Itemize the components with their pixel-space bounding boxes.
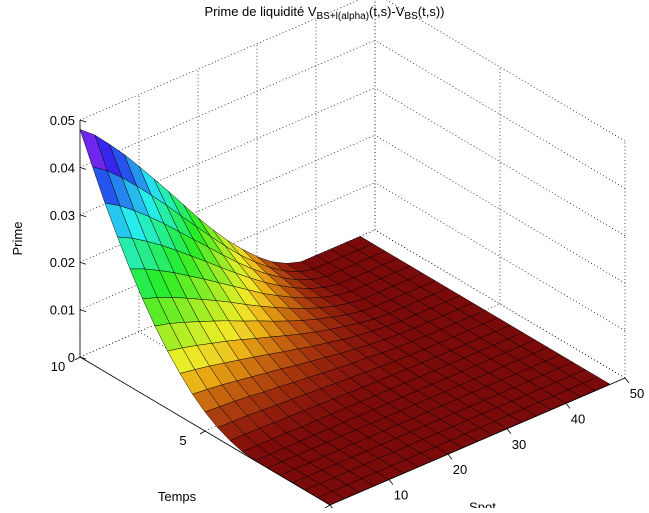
- z-axis-label: Prime: [10, 222, 25, 256]
- x-tick-label: 40: [571, 411, 585, 426]
- grid-line-side-z: [374, 87, 626, 237]
- title-subscript-2: BS: [404, 11, 418, 22]
- z-tick-mark: [79, 356, 87, 360]
- y-tick-mark: [199, 430, 206, 435]
- x-tick-mark: [388, 479, 394, 485]
- grid-line-side-z: [386, 0, 626, 142]
- x-tick-label: 10: [394, 488, 408, 503]
- axes: 01020304050051000.010.020.030.040.05Spot…: [10, 113, 644, 513]
- y-tick-label: 5: [179, 433, 186, 448]
- title-part-a: Prime de liquidité V: [204, 4, 317, 19]
- x-tick-label: 50: [630, 386, 644, 401]
- z-tick-mark: [79, 309, 87, 312]
- x-tick-mark: [565, 403, 571, 409]
- surface: [79, 129, 611, 506]
- title-part-e: (t,s)): [417, 4, 445, 19]
- grid-line-back-z: [79, 40, 376, 168]
- x-tick-label: 30: [512, 437, 526, 452]
- grid-line-side-z: [374, 40, 626, 189]
- y-axis-label: Temps: [158, 489, 197, 504]
- z-tick-label: 0: [68, 350, 75, 365]
- z-tick-label: 0.04: [50, 160, 75, 175]
- x-tick-mark: [447, 453, 453, 460]
- z-tick-mark: [79, 261, 87, 265]
- x-tick-label: 20: [453, 462, 467, 477]
- z-tick-mark: [79, 167, 87, 170]
- grid-line-side-z: [374, 182, 626, 331]
- grid-line-side-z: [374, 134, 626, 284]
- y-tick-mark: [74, 356, 81, 361]
- z-tick-mark: [79, 214, 87, 218]
- title-subscript-1: BS+l(alpha): [316, 11, 370, 22]
- z-tick-label: 0.02: [50, 255, 75, 270]
- title-part-c: (t,s)-V: [369, 4, 405, 19]
- x-tick-mark: [506, 428, 512, 435]
- x-axis-line: [329, 377, 626, 506]
- grid-line-floor-x: [374, 229, 626, 379]
- chart-title: Prime de liquidité VBS+l(alpha)(t,s)-VBS…: [0, 4, 649, 22]
- y-tick-label: 10: [51, 359, 65, 374]
- z-tick-label: 0.03: [50, 208, 75, 223]
- z-tick-label: 0.05: [50, 113, 75, 128]
- x-axis-label: Spot: [469, 500, 496, 509]
- z-tick-mark: [79, 119, 87, 123]
- z-tick-label: 0.01: [50, 303, 75, 318]
- x-tick-mark: [624, 377, 630, 384]
